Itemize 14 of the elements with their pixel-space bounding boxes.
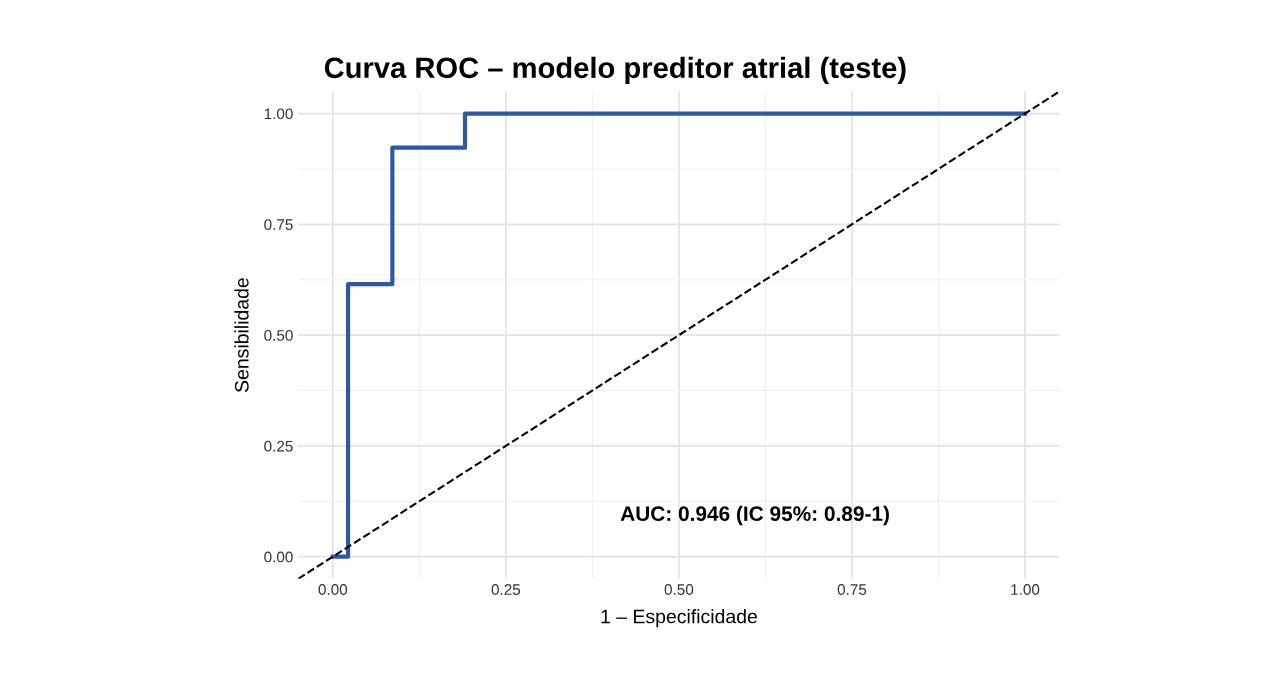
y-tick-label: 0.50 (264, 329, 293, 341)
x-tick-label: 0.75 (837, 584, 867, 595)
y-tick-label: 0.75 (264, 219, 293, 231)
y-axis-title: Sensibilidade (234, 278, 249, 393)
y-tick-label: 1.00 (264, 108, 293, 120)
y-tick-label: 0.00 (264, 551, 293, 563)
y-tick-label: 0.25 (264, 440, 293, 452)
x-tick-label: 1.00 (1011, 584, 1040, 595)
x-tick-label: 0.50 (664, 584, 694, 595)
x-tick-label: 0.00 (318, 584, 348, 595)
annotation: AUC: 0.946 (IC 95%: 0.89-1) (620, 505, 889, 526)
chart-title: Curva ROC – modelo preditor atrial (teste) (324, 56, 906, 84)
x-axis-title: 1 – Especificidade (601, 609, 757, 628)
x-tick-label: 0.25 (491, 584, 521, 595)
